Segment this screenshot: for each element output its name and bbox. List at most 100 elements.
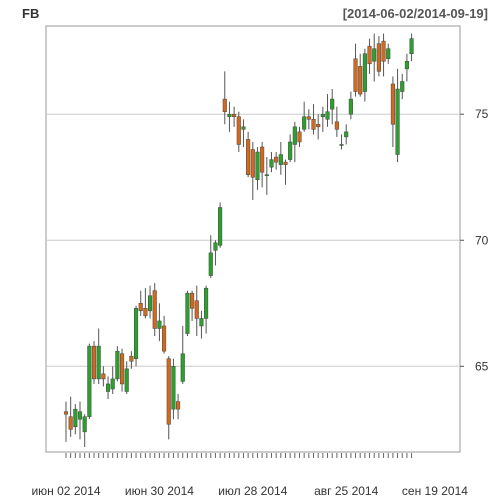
candle-body <box>105 383 111 392</box>
candle-body <box>101 373 106 380</box>
candle <box>376 36 381 77</box>
candle <box>372 33 377 82</box>
y-tick-label: 65 <box>475 359 489 373</box>
candle-body <box>358 66 363 95</box>
candle <box>278 141 283 175</box>
candle-body <box>208 252 213 276</box>
candle-body <box>190 292 195 309</box>
candle-body <box>68 416 73 430</box>
candle <box>110 366 115 395</box>
candle <box>166 356 171 440</box>
candle <box>288 134 293 163</box>
candle <box>105 376 111 400</box>
candle-body <box>152 290 157 329</box>
candle <box>119 348 125 392</box>
candle <box>115 346 120 382</box>
candle-body <box>171 366 176 410</box>
candle <box>241 119 246 147</box>
candle-body <box>194 300 199 319</box>
candle <box>339 134 344 150</box>
candle-body <box>320 113 325 117</box>
candle <box>316 114 321 140</box>
candle-body <box>96 345 101 380</box>
candle <box>334 106 339 137</box>
candle-body <box>269 159 274 168</box>
candle <box>176 394 181 420</box>
candle <box>395 68 400 163</box>
candle <box>386 43 391 64</box>
candle-body <box>404 61 409 70</box>
candle <box>283 159 288 185</box>
candle <box>204 285 209 334</box>
candle <box>306 109 311 130</box>
candle-body <box>213 242 218 251</box>
candle-body <box>302 116 307 130</box>
candle-body <box>381 40 386 62</box>
y-axis: 65 70 75 <box>460 107 489 373</box>
candle-body <box>395 88 400 155</box>
candle <box>381 33 386 77</box>
candle <box>87 343 92 420</box>
candle-body <box>63 411 69 415</box>
candle <box>91 341 97 384</box>
candle-body <box>362 53 367 92</box>
candle-body <box>353 58 358 92</box>
candle-body <box>176 401 181 410</box>
candle <box>232 106 237 127</box>
plot-frame <box>45 25 461 453</box>
candle-body <box>124 368 129 392</box>
candle <box>255 146 260 190</box>
candle-body <box>288 141 293 160</box>
candle-body <box>218 207 223 246</box>
candle <box>320 106 325 132</box>
candle <box>208 235 213 279</box>
candle-body <box>386 48 391 60</box>
candle-body <box>246 139 251 175</box>
candle <box>138 290 143 316</box>
x-tick-label: июн 30 2014 <box>125 484 194 498</box>
candle-body <box>180 353 185 382</box>
candle-body <box>222 98 227 112</box>
candle-body <box>283 161 288 165</box>
candle-body <box>264 174 269 176</box>
candle <box>63 401 69 442</box>
x-tick-label: авг 25 2014 <box>314 484 378 498</box>
candle <box>162 315 167 354</box>
candle <box>227 101 232 132</box>
x-tick-label: сен 19 2014 <box>402 484 468 498</box>
candle-body <box>148 295 153 312</box>
candle-body <box>138 303 143 312</box>
candle <box>222 71 227 125</box>
candle <box>101 366 106 387</box>
candle <box>96 328 101 384</box>
candle <box>390 76 395 147</box>
candle-body <box>115 350 120 380</box>
candle-body <box>306 116 311 120</box>
candle <box>194 285 199 337</box>
candle <box>152 283 157 337</box>
candle-body <box>311 119 316 130</box>
candle <box>236 111 241 153</box>
candle <box>143 288 148 319</box>
candle-body <box>292 126 297 145</box>
candle <box>190 290 195 321</box>
candle <box>264 157 269 195</box>
candle <box>269 152 274 173</box>
candle-body <box>110 378 115 390</box>
y-tick-label: 70 <box>475 233 489 247</box>
candle <box>157 303 162 342</box>
candle <box>82 414 87 447</box>
candle-body <box>185 292 190 334</box>
candle-body <box>199 318 204 327</box>
candle-body <box>260 146 265 173</box>
candle <box>124 361 129 395</box>
candle <box>404 53 409 82</box>
candle-body <box>82 416 87 433</box>
candle-body <box>143 308 148 317</box>
candle-body <box>166 358 171 425</box>
candle-body <box>274 156 279 163</box>
candle-body <box>134 308 139 359</box>
candle-body <box>204 287 209 319</box>
candle-body <box>241 126 246 130</box>
